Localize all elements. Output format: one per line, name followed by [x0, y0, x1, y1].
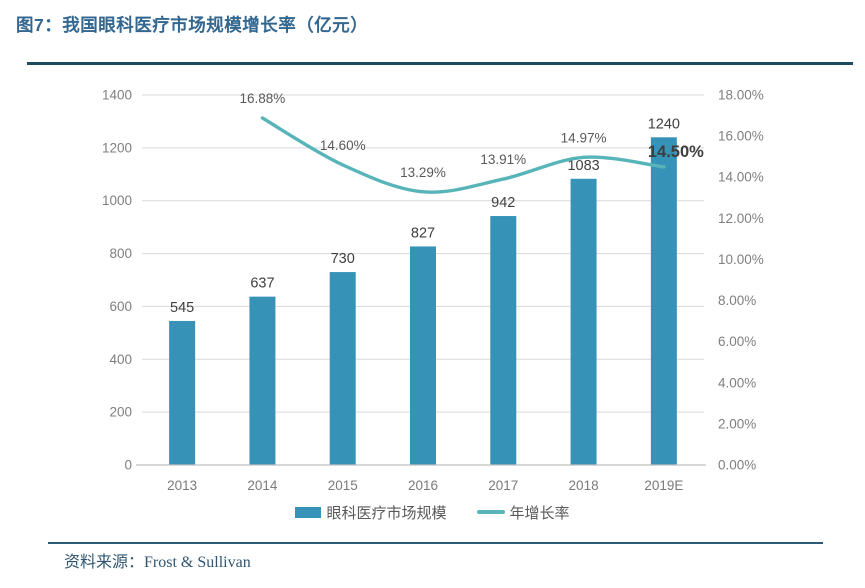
bar-market-size	[570, 178, 597, 465]
bar-value-label: 1240	[648, 116, 680, 132]
bar-market-size	[650, 137, 677, 466]
bar-value-label: 637	[250, 276, 274, 292]
legend-label: 年增长率	[509, 504, 570, 522]
left-axis-tick-label: 200	[109, 405, 132, 420]
left-axis-tick-label: 1200	[102, 140, 132, 155]
bar-value-label: 1083	[567, 158, 599, 174]
legend-item-growth-rate: 年增长率	[476, 502, 570, 523]
legend-label: 眼科医疗市场规模	[326, 504, 447, 522]
left-axis-tick-label: 1400	[102, 88, 132, 103]
title-divider-rule	[27, 62, 853, 65]
footer-divider-rule	[48, 542, 823, 544]
category-label: 2015	[328, 478, 358, 493]
right-axis-tick-label: 12.00%	[718, 211, 764, 226]
bar-market-size	[410, 246, 436, 465]
left-axis-tick-label: 0	[124, 458, 132, 473]
right-axis-tick-label: 4.00%	[718, 375, 756, 390]
line-value-label-emphasized: 14.50%	[648, 143, 704, 161]
category-label: 2017	[488, 478, 518, 493]
line-value-label: 14.60%	[320, 138, 366, 153]
category-label: 2016	[408, 478, 438, 493]
page-title: 图7：我国眼科医疗市场规模增长率（亿元）	[16, 15, 369, 35]
category-label: 2019E	[644, 478, 683, 493]
growth-rate-line	[260, 116, 666, 194]
line-series-swatch	[476, 510, 505, 514]
right-axis-tick-label: 14.00%	[718, 170, 764, 185]
line-value-label: 16.88%	[240, 91, 286, 106]
right-axis-tick-label: 18.00%	[718, 88, 764, 103]
left-axis-tick-label: 800	[109, 246, 132, 261]
bar-value-label: 730	[331, 251, 355, 267]
right-axis-tick-label: 2.00%	[718, 416, 756, 431]
right-axis-tick-label: 8.00%	[718, 293, 756, 308]
category-label: 2018	[569, 478, 599, 493]
left-axis-tick-label: 600	[109, 299, 132, 314]
bar-value-label: 827	[411, 225, 435, 241]
bar-value-label: 545	[170, 300, 194, 316]
category-label: 2013	[167, 478, 197, 493]
right-axis-tick-label: 0.00%	[718, 458, 756, 473]
line-value-label: 14.97%	[561, 130, 607, 145]
left-axis-tick-label: 1000	[102, 193, 132, 208]
bar-market-size	[169, 320, 196, 465]
source-label: 资料来源：	[64, 554, 145, 571]
line-value-label: 13.29%	[400, 165, 446, 180]
category-label: 2014	[247, 478, 278, 493]
bar-value-label: 942	[491, 195, 515, 211]
source-text: Frost & Sullivan	[144, 554, 251, 571]
bar-market-size	[249, 296, 276, 465]
legend-item-market-size: 眼科医疗市场规模	[295, 502, 447, 523]
left-axis-tick-label: 400	[109, 352, 132, 367]
chart-canvas: 0 200 400 600 800 1000 1200 1400 0.00% 2.00% 4.00%…	[102, 88, 764, 494]
bar-series-swatch	[295, 506, 322, 518]
chart-legend: 眼科医疗市场规模 年增长率	[0, 498, 865, 526]
line-value-label: 13.91%	[480, 152, 526, 167]
source-note: 资料来源：Frost & Sullivan	[64, 548, 251, 572]
bar-market-size	[329, 272, 356, 465]
right-axis-tick-label: 6.00%	[718, 334, 756, 349]
right-axis-tick-label: 16.00%	[718, 129, 764, 144]
right-axis-tick-label: 10.00%	[718, 252, 764, 267]
bar-market-size	[490, 216, 517, 465]
